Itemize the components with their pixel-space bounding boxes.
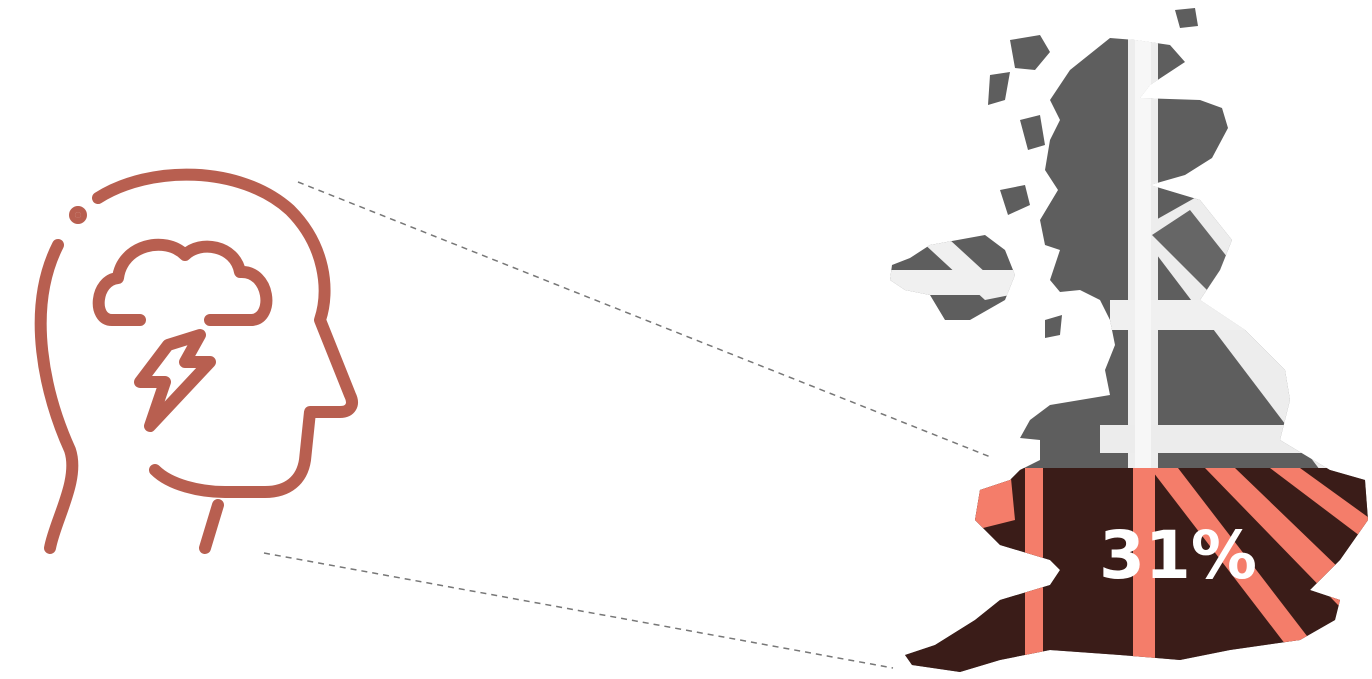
uk-map-union-jack: 31% (890, 8, 1368, 672)
connector-line-bottom (263, 552, 894, 669)
connector-line-top (297, 181, 994, 459)
connector-lines (263, 181, 994, 669)
head-with-storm-cloud-icon (34, 168, 358, 554)
percent-label: 31% (1099, 517, 1257, 594)
